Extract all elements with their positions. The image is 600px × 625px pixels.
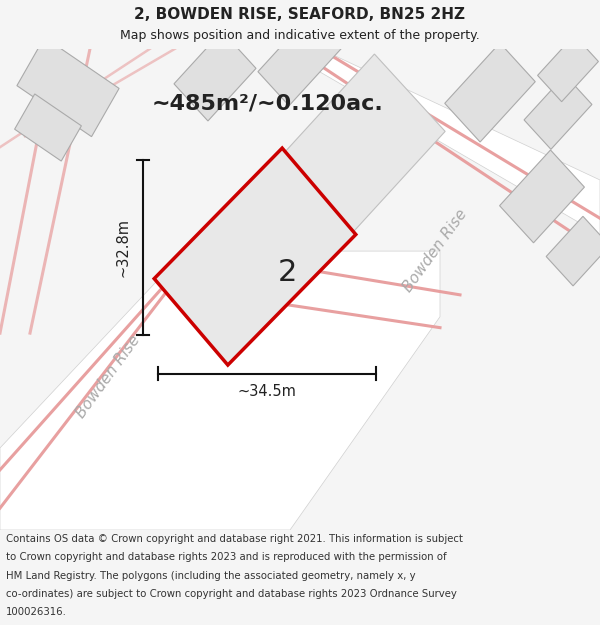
Polygon shape	[154, 148, 356, 365]
Text: 100026316.: 100026316.	[6, 608, 67, 618]
Text: co-ordinates) are subject to Crown copyright and database rights 2023 Ordnance S: co-ordinates) are subject to Crown copyr…	[6, 589, 457, 599]
Text: ~485m²/~0.120ac.: ~485m²/~0.120ac.	[152, 93, 384, 114]
Polygon shape	[0, 251, 440, 530]
Polygon shape	[500, 150, 584, 242]
Polygon shape	[17, 38, 119, 137]
Text: Bowden Rise: Bowden Rise	[400, 207, 470, 295]
Text: 2, BOWDEN RISE, SEAFORD, BN25 2HZ: 2, BOWDEN RISE, SEAFORD, BN25 2HZ	[134, 7, 466, 22]
Text: to Crown copyright and database rights 2023 and is reproduced with the permissio: to Crown copyright and database rights 2…	[6, 552, 446, 562]
Text: Map shows position and indicative extent of the property.: Map shows position and indicative extent…	[120, 29, 480, 42]
Polygon shape	[258, 14, 342, 106]
Polygon shape	[14, 94, 82, 161]
Polygon shape	[524, 75, 592, 149]
Polygon shape	[280, 49, 600, 234]
Text: ~34.5m: ~34.5m	[238, 384, 296, 399]
Polygon shape	[538, 35, 598, 102]
Polygon shape	[265, 54, 445, 251]
Text: Contains OS data © Crown copyright and database right 2021. This information is : Contains OS data © Crown copyright and d…	[6, 534, 463, 544]
Text: Bowden Rise: Bowden Rise	[73, 332, 143, 421]
Text: 2: 2	[277, 259, 296, 288]
Polygon shape	[174, 31, 256, 121]
Text: ~32.8m: ~32.8m	[115, 218, 131, 278]
Text: HM Land Registry. The polygons (including the associated geometry, namely x, y: HM Land Registry. The polygons (includin…	[6, 571, 416, 581]
Polygon shape	[445, 43, 535, 142]
Polygon shape	[546, 216, 600, 286]
